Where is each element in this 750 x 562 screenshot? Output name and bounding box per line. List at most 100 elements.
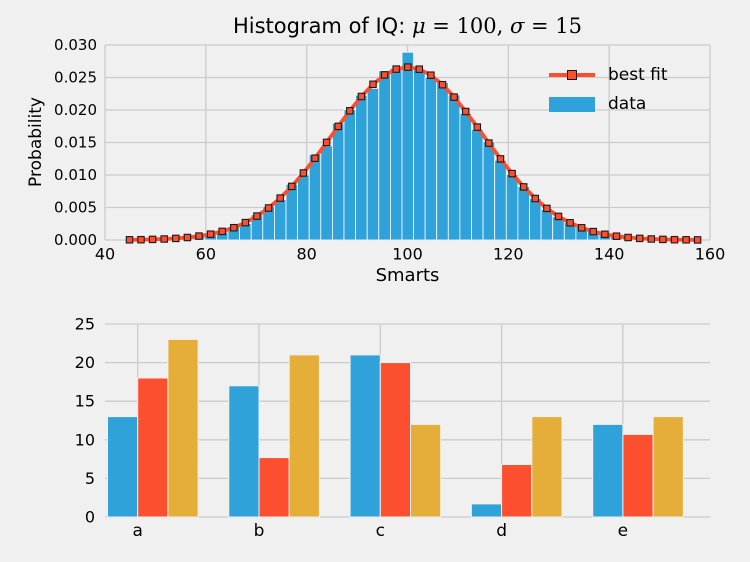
best-fit-marker xyxy=(682,236,690,244)
x-tick-label: 100 xyxy=(392,245,423,264)
histogram-bar xyxy=(436,82,449,241)
y-tick-label: 15 xyxy=(75,392,95,411)
histogram-bar xyxy=(389,67,403,241)
histogram-bar xyxy=(343,109,357,241)
category-label: d xyxy=(496,521,507,541)
bar-series-red xyxy=(379,362,411,518)
best-fit-marker xyxy=(357,92,366,101)
histogram-bar xyxy=(494,159,507,241)
x-axis-label: Smarts xyxy=(375,265,440,286)
best-fit-marker xyxy=(519,183,528,191)
histogram-bar xyxy=(331,122,345,241)
best-fit-marker xyxy=(404,63,412,71)
y-tick-label: 0.025 xyxy=(54,69,97,87)
x-tick-label: 40 xyxy=(95,245,115,264)
best-fit-marker xyxy=(230,223,238,232)
best-fit-marker xyxy=(508,169,516,178)
best-fit-marker xyxy=(172,234,180,243)
histogram-bar xyxy=(459,113,472,241)
legend-item-best-fit: best fit xyxy=(549,63,668,87)
best-fit-marker xyxy=(554,212,563,221)
best-fit-marker xyxy=(380,71,389,79)
best-fit-marker xyxy=(311,154,319,162)
legend-item-data: data xyxy=(549,92,668,116)
best-fit-marker xyxy=(264,204,273,212)
y-tick-label: 0.005 xyxy=(54,199,97,217)
best-fit-marker xyxy=(496,155,505,163)
best-fit-marker xyxy=(461,107,470,116)
histogram-bar xyxy=(482,141,496,241)
histogram-bar xyxy=(366,88,380,241)
best-fit-marker xyxy=(659,235,667,244)
bar-series-blue xyxy=(470,503,503,518)
best-fit-marker xyxy=(322,138,331,147)
y-tick-label: 0 xyxy=(85,508,95,527)
best-fit-marker xyxy=(160,235,168,243)
best-fit-marker xyxy=(241,218,250,227)
legend-label-best-fit: best fit xyxy=(608,64,668,85)
legend-label-data: data xyxy=(608,93,647,114)
best-fit-marker xyxy=(624,233,632,242)
best-fit-marker xyxy=(473,123,482,131)
histogram-bar xyxy=(297,174,310,241)
bar-series-red xyxy=(137,377,169,518)
best-fit-marker xyxy=(589,227,598,236)
y-tick-label: 0.015 xyxy=(54,134,97,152)
best-fit-marker xyxy=(450,93,458,101)
bar-series-gold xyxy=(167,338,199,518)
x-tick-label: 140 xyxy=(594,245,625,264)
best-fit-marker xyxy=(253,212,261,220)
histogram-bar xyxy=(517,186,530,241)
best-fit-marker xyxy=(415,65,424,73)
best-fit-marker xyxy=(635,234,644,243)
histogram-bar xyxy=(413,69,426,241)
best-fit-marker xyxy=(612,232,621,240)
best-fit-marker xyxy=(670,235,679,244)
best-fit-marker xyxy=(218,227,226,236)
histogram-bar xyxy=(355,94,368,241)
histogram-bar xyxy=(529,198,542,241)
x-tick-label: 160 xyxy=(695,245,726,264)
category-label: a xyxy=(132,521,142,541)
category-label: b xyxy=(254,521,265,541)
x-tick-label: 60 xyxy=(196,245,216,264)
title-sigma-symbol: σ xyxy=(510,14,525,38)
histogram-bar xyxy=(424,76,438,241)
bar-series-red xyxy=(501,464,533,518)
y-tick-label: 10 xyxy=(75,430,95,449)
bar-series-gold xyxy=(288,354,320,518)
grouped-bar-plot-area: a b c d e 0 5 10 15 20 25 xyxy=(75,315,710,541)
best-fit-marker xyxy=(601,230,609,239)
bar-series-gold xyxy=(531,416,563,518)
histogram-bar xyxy=(447,94,461,241)
bar-series-red xyxy=(622,433,654,518)
bar-series-gold xyxy=(652,416,684,518)
best-fit-line-icon xyxy=(549,70,595,80)
chart-title: Histogram of IQ: μ = 100, σ = 15 xyxy=(105,14,710,38)
title-text: Histogram of IQ: xyxy=(232,14,412,38)
best-fit-marker xyxy=(288,182,296,191)
best-fit-marker xyxy=(427,71,435,79)
best-fit-marker xyxy=(346,107,354,115)
square-marker-icon xyxy=(567,70,577,80)
x-tick-label: 80 xyxy=(296,245,316,264)
y-tick-label: 20 xyxy=(75,353,95,372)
histogram-bar xyxy=(471,128,484,241)
best-fit-marker xyxy=(392,65,400,73)
x-tick-label: 120 xyxy=(493,245,524,264)
best-fit-marker xyxy=(531,194,540,203)
y-tick-label: 25 xyxy=(75,315,95,334)
bar-series-red xyxy=(258,457,290,518)
histogram-bar xyxy=(320,145,333,241)
best-fit-marker xyxy=(647,235,656,243)
best-fit-marker xyxy=(137,235,145,244)
bar-series-blue xyxy=(228,385,260,518)
histogram-plot-area: 40 60 80 100 120 140 160 0.000 0.005 0.010 0.015 0.… xyxy=(54,36,726,264)
histogram-bar xyxy=(308,154,322,241)
histogram-bar xyxy=(273,199,287,241)
data-patch-icon xyxy=(549,96,595,112)
y-tick-label: 0.010 xyxy=(54,166,97,184)
bar-series-gold xyxy=(410,423,442,518)
best-fit-marker xyxy=(148,235,157,244)
